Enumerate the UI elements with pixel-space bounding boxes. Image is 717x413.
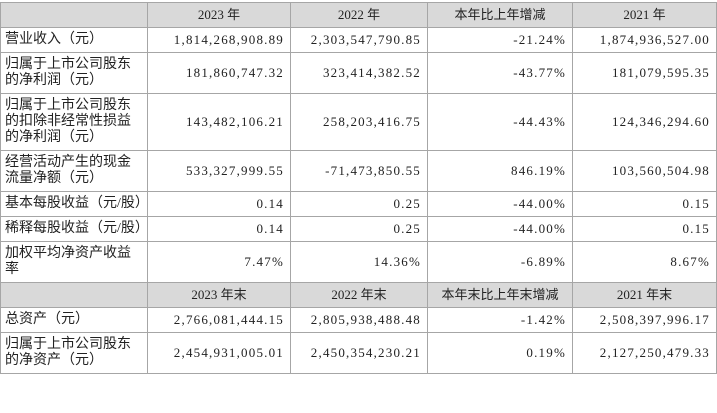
table-row: 稀释每股收益（元/股） 0.14 0.25 -44.00% 0.15 xyxy=(0,216,717,242)
table-row: 归属于上市公司股东的扣除非经常性损益的净利润（元） 143,482,106.21 2… xyxy=(0,93,717,151)
value-cell: -43.77% xyxy=(427,52,573,94)
header-cell: 2022 年末 xyxy=(290,282,428,308)
table-body: 2023 年 2022 年本年比上年增减 2021 年营业收入（元） 1,814,26… xyxy=(0,2,717,374)
value-cell: 323,414,382.52 xyxy=(290,52,428,94)
value-cell: 181,860,747.32 xyxy=(147,52,291,94)
value-cell: 124,346,294.60 xyxy=(572,93,717,151)
value-cell: -44.00% xyxy=(427,191,573,217)
value-cell: 0.14 xyxy=(147,191,291,217)
value-cell: 0.19% xyxy=(427,332,573,374)
header-cell: 2023 年末 xyxy=(147,282,291,308)
header-cell: 2021 年 xyxy=(572,2,717,28)
table-row: 基本每股收益（元/股） 0.14 0.25 -44.00% 0.15 xyxy=(0,191,717,217)
value-cell: -44.00% xyxy=(427,216,573,242)
header-cell xyxy=(0,282,148,308)
table-row: 经营活动产生的现金流量净额（元） 533,327,999.55 -71,473,85… xyxy=(0,150,717,192)
value-cell: 2,766,081,444.15 xyxy=(147,307,291,333)
header-cell xyxy=(0,2,148,28)
row-label: 归属于上市公司股东的净利润（元） xyxy=(0,52,148,94)
financial-table: 2023 年 2022 年本年比上年增减 2021 年营业收入（元） 1,814,26… xyxy=(0,2,717,374)
row-label: 基本每股收益（元/股） xyxy=(0,191,149,217)
table-row: 营业收入（元） 1,814,268,908.89 2,303,547,790.85-… xyxy=(0,27,717,53)
value-cell: 7.47% xyxy=(147,241,291,283)
value-cell: -1.42% xyxy=(427,307,573,333)
value-cell: 0.25 xyxy=(290,191,428,217)
value-cell: 0.15 xyxy=(572,191,717,217)
value-cell: 2,303,547,790.85 xyxy=(290,27,428,53)
value-cell: 2,805,938,488.48 xyxy=(290,307,428,333)
value-cell: 2,508,397,996.17 xyxy=(572,307,717,333)
table-row: 2023 年 2022 年本年比上年增减 2021 年 xyxy=(0,2,717,28)
table-row: 归属于上市公司股东的净资产（元） 2,454,931,005.01 2,450,35… xyxy=(0,332,717,374)
header-cell: 2021 年末 xyxy=(572,282,717,308)
value-cell: 143,482,106.21 xyxy=(147,93,291,151)
table-row: 加权平均净资产收益率 7.47% 14.36% -6.89% 8.67% xyxy=(0,241,717,283)
row-label: 总资产（元） xyxy=(0,307,148,333)
value-cell: 1,814,268,908.89 xyxy=(147,27,291,53)
value-cell: 846.19% xyxy=(427,150,573,192)
value-cell: -44.43% xyxy=(427,93,573,151)
value-cell: -71,473,850.55 xyxy=(290,150,428,192)
value-cell: 2,127,250,479.33 xyxy=(572,332,717,374)
value-cell: 0.14 xyxy=(147,216,291,242)
row-label: 稀释每股收益（元/股） xyxy=(0,216,149,242)
row-label: 营业收入（元） xyxy=(0,27,148,53)
value-cell: 181,079,595.35 xyxy=(572,52,717,94)
value-cell: 2,454,931,005.01 xyxy=(147,332,291,374)
value-cell: 2,450,354,230.21 xyxy=(290,332,428,374)
value-cell: -6.89% xyxy=(427,241,573,283)
header-cell: 2023 年 xyxy=(147,2,291,28)
table-row: 总资产（元） 2,766,081,444.15 2,805,938,488.48 -1… xyxy=(0,307,717,333)
row-label: 加权平均净资产收益率 xyxy=(0,241,148,283)
row-label: 归属于上市公司股东的扣除非经常性损益的净利润（元） xyxy=(0,93,148,151)
header-cell: 本年比上年增减 xyxy=(427,2,573,28)
row-label: 归属于上市公司股东的净资产（元） xyxy=(0,332,148,374)
header-cell: 本年末比上年末增减 xyxy=(427,282,573,308)
value-cell: 258,203,416.75 xyxy=(290,93,428,151)
header-cell: 2022 年 xyxy=(290,2,428,28)
value-cell: 533,327,999.55 xyxy=(147,150,291,192)
value-cell: 0.15 xyxy=(572,216,717,242)
value-cell: -21.24% xyxy=(427,27,573,53)
value-cell: 1,874,936,527.00 xyxy=(572,27,717,53)
value-cell: 14.36% xyxy=(290,241,428,283)
table-row: 2023 年末 2022 年末 本年末比上年末增减 2021 年末 xyxy=(0,282,717,308)
row-label: 经营活动产生的现金流量净额（元） xyxy=(0,150,148,192)
value-cell: 0.25 xyxy=(290,216,428,242)
value-cell: 8.67% xyxy=(572,241,717,283)
value-cell: 103,560,504.98 xyxy=(572,150,717,192)
table-row: 归属于上市公司股东的净利润（元） 181,860,747.32 323,414,38… xyxy=(0,52,717,94)
